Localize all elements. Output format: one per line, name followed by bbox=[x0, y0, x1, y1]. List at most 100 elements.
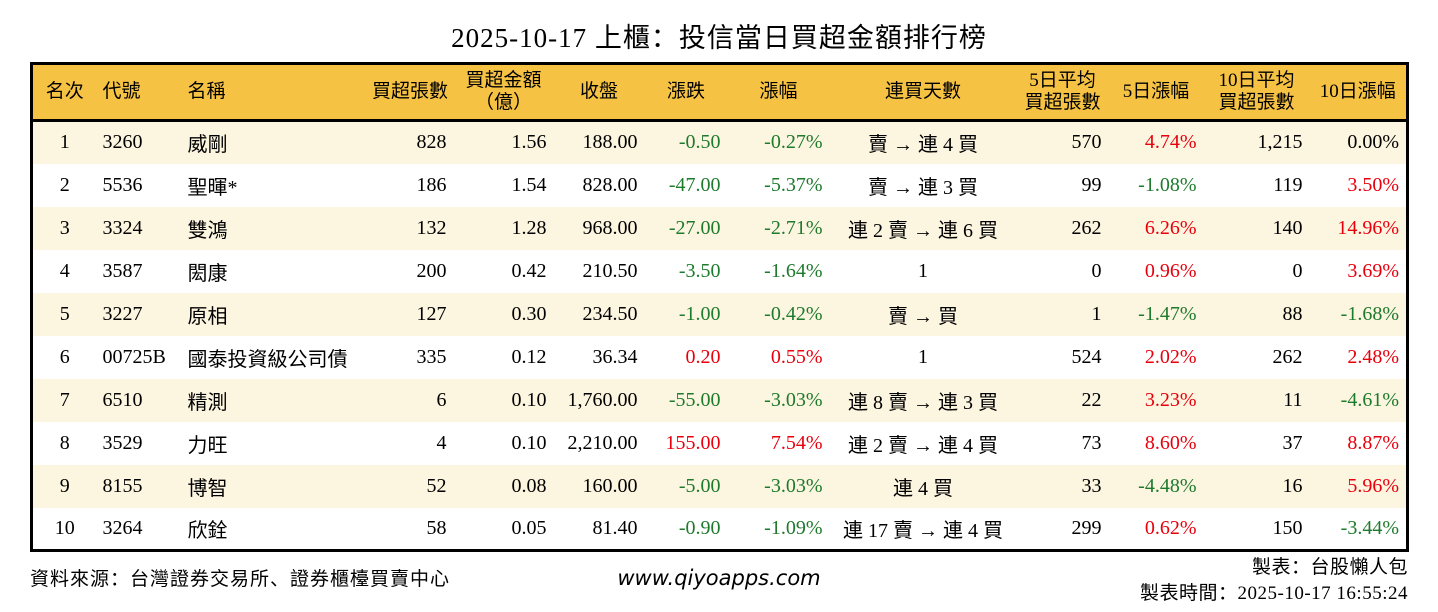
column-header-pct10: 10日漲幅 bbox=[1319, 80, 1396, 102]
table-body: 1 3260 威剛 828 1.56 188.00 -0.50 -0.27% 賣 → 連 4 買… bbox=[31, 120, 1408, 551]
ranking-table: 名次 代號 名稱 買超張數 買超金額 （億） 收盤 漲跌 漲幅 連買天數 5日平均 買超張數 5日漲… bbox=[30, 62, 1409, 552]
cell-change_pct: -1.64% bbox=[764, 259, 823, 282]
cell-change: 155.00 bbox=[665, 431, 721, 454]
cell-streak: 1 bbox=[918, 345, 928, 368]
cell-pct5: -4.48% bbox=[1138, 474, 1197, 497]
cell-streak: 連 8 賣 → 連 3 買 bbox=[848, 391, 998, 414]
cell-buy_volume: 58 bbox=[426, 516, 447, 539]
cell-avg10_volume: 119 bbox=[1273, 173, 1303, 196]
cell-buy_amount: 0.10 bbox=[511, 388, 547, 411]
cell-buy_volume: 335 bbox=[416, 345, 447, 368]
cell-name: 力旺 bbox=[187, 434, 228, 457]
cell-buy_amount: 1.56 bbox=[511, 131, 547, 154]
column-header-avg5_volume: 5日平均 買超張數 bbox=[1024, 69, 1101, 113]
column-header-pct5: 5日漲幅 bbox=[1122, 80, 1190, 102]
cell-name: 博智 bbox=[187, 477, 228, 500]
cell-pct10: -1.68% bbox=[1340, 302, 1399, 325]
cell-rank: 3 bbox=[59, 216, 70, 239]
cell-streak: 連 2 賣 → 連 6 買 bbox=[848, 219, 998, 242]
table-row: 6 00725B 國泰投資級公司債 335 0.12 36.34 0.20 0.55% 1 524… bbox=[31, 335, 1408, 379]
cell-buy_amount: 0.30 bbox=[511, 302, 547, 325]
cell-pct5: 3.23% bbox=[1144, 388, 1197, 411]
cell-change_pct: -2.71% bbox=[764, 216, 823, 239]
cell-change: -3.50 bbox=[678, 259, 721, 282]
cell-streak: 連 17 賣 → 連 4 買 bbox=[843, 519, 1003, 542]
cell-change_pct: -3.03% bbox=[764, 388, 823, 411]
column-header-change: 漲跌 bbox=[666, 80, 705, 102]
cell-code: 3324 bbox=[102, 216, 143, 239]
cell-streak: 連 2 賣 → 連 4 買 bbox=[848, 434, 998, 457]
cell-close: 36.34 bbox=[592, 345, 638, 368]
data-source-note: 資料來源：台灣證券交易所、證券櫃檯買賣中心 bbox=[30, 569, 451, 590]
cell-pct10: -3.44% bbox=[1340, 516, 1399, 539]
cell-change: -27.00 bbox=[668, 216, 721, 239]
cell-name: 閎康 bbox=[187, 262, 228, 285]
cell-pct10: 3.50% bbox=[1347, 173, 1399, 196]
cell-change: -55.00 bbox=[668, 388, 721, 411]
cell-code: 3264 bbox=[102, 516, 143, 539]
cell-avg5_volume: 33 bbox=[1081, 474, 1102, 497]
cell-code: 3587 bbox=[102, 259, 143, 282]
cell-name: 威剛 bbox=[187, 134, 228, 157]
table-row: 2 5536 聖暉* 186 1.54 828.00 -47.00 -5.37% 賣 → 連 3… bbox=[31, 163, 1408, 207]
cell-change: -1.00 bbox=[678, 302, 721, 325]
cell-close: 81.40 bbox=[592, 516, 638, 539]
table-row: 9 8155 博智 52 0.08 160.00 -5.00 -3.03% 連 4 買 33 -4.… bbox=[31, 464, 1408, 508]
cell-change_pct: -5.37% bbox=[764, 173, 823, 196]
cell-close: 160.00 bbox=[582, 474, 638, 497]
cell-buy_volume: 828 bbox=[416, 131, 447, 154]
cell-change_pct: 7.54% bbox=[770, 431, 823, 454]
cell-avg5_volume: 99 bbox=[1081, 173, 1102, 196]
cell-buy_volume: 186 bbox=[416, 173, 447, 196]
column-header-change_pct: 漲幅 bbox=[759, 80, 798, 102]
cell-avg5_volume: 0 bbox=[1091, 259, 1102, 282]
cell-pct5: 0.62% bbox=[1144, 516, 1197, 539]
table-row: 1 3260 威剛 828 1.56 188.00 -0.50 -0.27% 賣 → 連 4 買… bbox=[31, 120, 1408, 164]
cell-streak: 1 bbox=[918, 259, 928, 282]
column-header-code: 代號 bbox=[102, 80, 141, 102]
cell-avg10_volume: 16 bbox=[1282, 474, 1303, 497]
cell-buy_amount: 0.10 bbox=[511, 431, 547, 454]
cell-buy_volume: 6 bbox=[436, 388, 447, 411]
cell-avg10_volume: 11 bbox=[1283, 388, 1303, 411]
cell-avg10_volume: 150 bbox=[1272, 516, 1303, 539]
cell-pct5: 0.96% bbox=[1144, 259, 1197, 282]
cell-rank: 4 bbox=[59, 259, 70, 282]
cell-pct5: -1.47% bbox=[1138, 302, 1197, 325]
cell-code: 5536 bbox=[102, 173, 143, 196]
cell-rank: 2 bbox=[59, 173, 70, 196]
cell-code: 3260 bbox=[102, 131, 143, 154]
cell-rank: 10 bbox=[54, 516, 75, 539]
cell-change: -47.00 bbox=[668, 173, 721, 196]
cell-change_pct: -1.09% bbox=[764, 516, 823, 539]
timestamp-note: 製表時間：2025-10-17 16:55:24 bbox=[1140, 583, 1408, 605]
column-header-avg10_volume: 10日平均 買超張數 bbox=[1218, 69, 1295, 113]
cell-pct10: 5.96% bbox=[1347, 474, 1399, 497]
cell-pct5: 8.60% bbox=[1144, 431, 1197, 454]
cell-name: 原相 bbox=[187, 305, 228, 328]
cell-streak: 賣 → 連 4 買 bbox=[868, 134, 978, 157]
cell-change_pct: -3.03% bbox=[764, 474, 823, 497]
cell-change_pct: -0.42% bbox=[764, 302, 823, 325]
cell-avg5_volume: 73 bbox=[1081, 431, 1102, 454]
cell-buy_amount: 0.08 bbox=[511, 474, 547, 497]
cell-rank: 6 bbox=[59, 345, 70, 368]
cell-avg10_volume: 1,215 bbox=[1257, 131, 1303, 154]
cell-streak: 賣 → 買 bbox=[888, 305, 958, 328]
cell-change: -5.00 bbox=[678, 474, 721, 497]
website-link: www.qiyoapps.com bbox=[617, 566, 821, 590]
table-row: 3 3324 雙鴻 132 1.28 968.00 -27.00 -2.71% 連 2 賣 → … bbox=[31, 206, 1408, 250]
cell-change: 0.20 bbox=[685, 345, 721, 368]
cell-pct10: 3.69% bbox=[1347, 259, 1399, 282]
cell-buy_volume: 200 bbox=[416, 259, 447, 282]
column-header-rank: 名次 bbox=[45, 80, 84, 102]
cell-avg5_volume: 524 bbox=[1071, 345, 1102, 368]
cell-buy_volume: 52 bbox=[426, 474, 447, 497]
cell-close: 2,210.00 bbox=[567, 431, 638, 454]
cell-avg5_volume: 1 bbox=[1091, 302, 1102, 325]
cell-code: 6510 bbox=[102, 388, 143, 411]
cell-buy_amount: 0.12 bbox=[511, 345, 547, 368]
column-header-streak: 連買天數 bbox=[884, 80, 961, 102]
column-header-buy_amount: 買超金額 （億） bbox=[465, 69, 542, 113]
cell-pct5: 2.02% bbox=[1144, 345, 1197, 368]
